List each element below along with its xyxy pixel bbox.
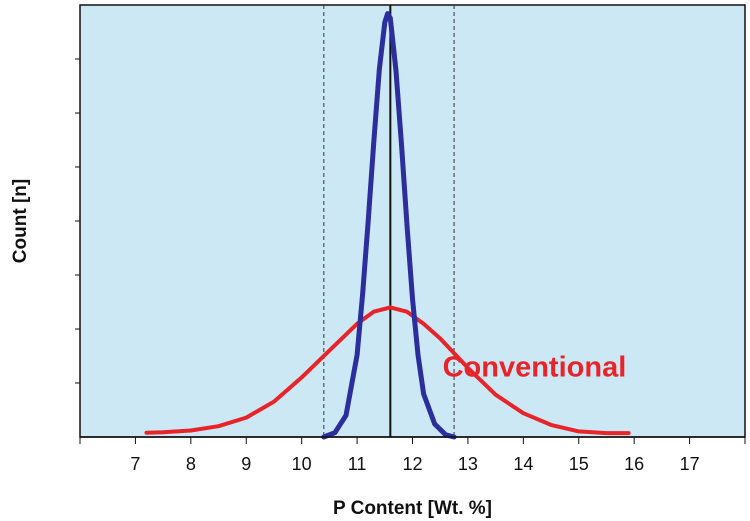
x-tick-label: 10: [292, 454, 312, 474]
x-tick-label: 13: [458, 454, 478, 474]
conventional-annotation: Conventional: [443, 352, 627, 384]
plot-area: [79, 4, 746, 438]
x-tick-label: 8: [186, 454, 196, 474]
x-tick-label: 14: [513, 454, 533, 474]
x-tick-label: 9: [241, 454, 251, 474]
axes: 7 8 9 10 11 12 13 14 15 16 17: [75, 58, 746, 474]
x-tick-label: 15: [569, 454, 589, 474]
x-tick-label: 17: [680, 454, 700, 474]
x-tick-label: 11: [348, 454, 367, 474]
x-tick-label: 16: [624, 454, 644, 474]
labels: P Content [Wt. %] Count [n] Conventional: [10, 179, 626, 519]
y-axis-title: Count [n]: [10, 179, 31, 263]
series-conventional-line: [144, 305, 631, 436]
x-axis-title: P Content [Wt. %]: [333, 498, 492, 519]
x-tick-label: 7: [130, 454, 140, 474]
x-tick-label: 12: [402, 454, 422, 474]
series-layer: [144, 11, 631, 440]
reference-lines: [323, 5, 455, 437]
series-narrow-distribution-line: [321, 11, 457, 440]
